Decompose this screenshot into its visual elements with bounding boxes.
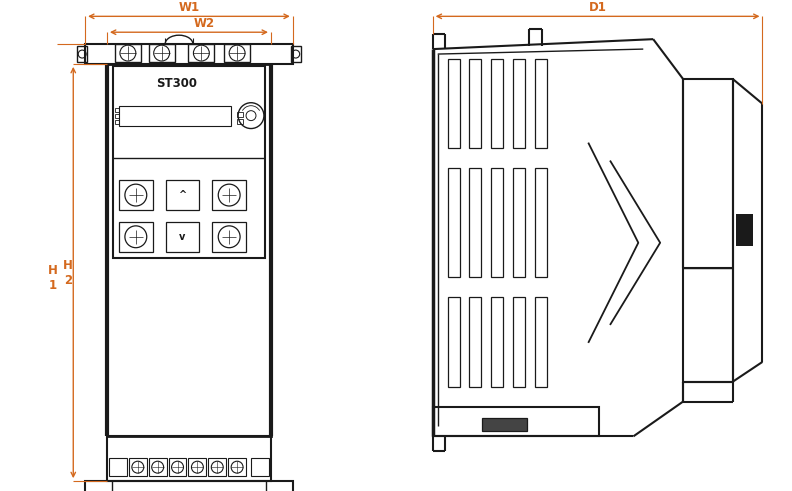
Text: H
1: H 1 bbox=[48, 265, 57, 293]
Bar bbox=[224, 44, 250, 62]
Bar bbox=[119, 222, 153, 252]
Bar bbox=[149, 44, 174, 62]
Bar bbox=[491, 168, 503, 277]
Bar bbox=[535, 168, 547, 277]
Bar bbox=[115, 113, 119, 118]
Bar bbox=[129, 458, 147, 476]
Bar bbox=[237, 111, 243, 117]
Bar bbox=[432, 407, 599, 436]
Bar bbox=[683, 79, 733, 382]
Bar bbox=[107, 436, 271, 481]
Bar bbox=[228, 458, 246, 476]
Bar bbox=[188, 44, 215, 62]
Bar bbox=[212, 180, 246, 210]
Bar bbox=[188, 458, 207, 476]
Bar bbox=[291, 46, 301, 62]
Text: H
2: H 2 bbox=[63, 259, 73, 287]
Bar bbox=[470, 298, 482, 387]
Bar bbox=[149, 458, 166, 476]
Bar bbox=[237, 119, 243, 124]
Text: W2: W2 bbox=[193, 17, 215, 30]
Bar bbox=[169, 458, 186, 476]
Bar bbox=[119, 106, 231, 126]
Bar bbox=[447, 298, 459, 387]
Bar bbox=[107, 64, 271, 436]
Bar bbox=[208, 458, 227, 476]
Text: ^: ^ bbox=[178, 190, 187, 200]
Bar bbox=[482, 417, 527, 432]
Text: ST300: ST300 bbox=[156, 78, 197, 90]
Bar bbox=[447, 59, 459, 148]
Bar bbox=[78, 46, 87, 62]
Bar bbox=[109, 458, 127, 476]
Bar bbox=[119, 180, 153, 210]
Bar bbox=[212, 222, 246, 252]
Bar bbox=[447, 168, 459, 277]
Bar bbox=[251, 458, 269, 476]
Bar bbox=[513, 298, 525, 387]
Text: D1: D1 bbox=[588, 1, 607, 14]
Bar bbox=[470, 59, 482, 148]
Bar bbox=[166, 222, 200, 252]
Bar bbox=[86, 44, 293, 64]
Bar bbox=[513, 168, 525, 277]
Bar bbox=[535, 298, 547, 387]
Bar bbox=[513, 59, 525, 148]
Bar bbox=[115, 44, 141, 62]
Text: v: v bbox=[179, 232, 185, 242]
Bar bbox=[736, 215, 753, 246]
Bar bbox=[166, 180, 200, 210]
Bar bbox=[86, 481, 293, 491]
Text: W1: W1 bbox=[178, 1, 200, 14]
Bar bbox=[535, 59, 547, 148]
Bar bbox=[113, 66, 265, 258]
Bar bbox=[115, 120, 119, 124]
Bar bbox=[470, 168, 482, 277]
Bar bbox=[491, 298, 503, 387]
Bar bbox=[491, 59, 503, 148]
Bar bbox=[115, 108, 119, 111]
